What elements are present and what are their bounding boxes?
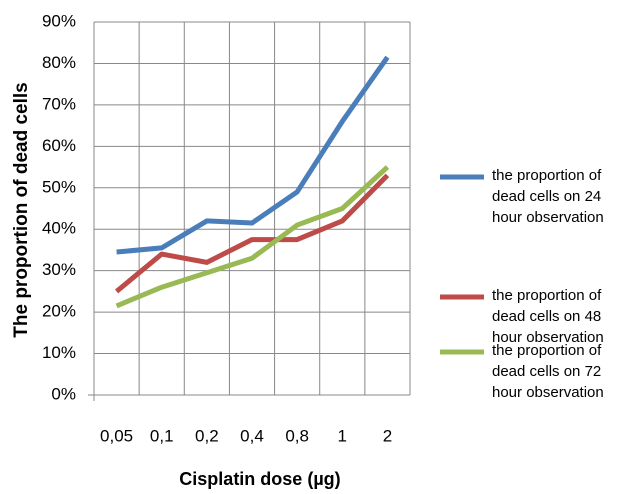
x-tick-label: 0,4 [240, 426, 264, 445]
y-tick-label: 30% [42, 260, 76, 279]
y-tick-label: 80% [42, 53, 76, 72]
y-tick-label: 20% [42, 302, 76, 321]
y-tick-label: 90% [42, 11, 76, 30]
x-tick-label: 0,1 [150, 426, 174, 445]
series-line [114, 173, 390, 294]
y-tick-label: 10% [42, 343, 76, 362]
x-tick-label: 0,05 [100, 426, 133, 445]
legend-label: the proportion of dead cells on 24 hour … [492, 167, 604, 226]
y-tick-label: 70% [42, 94, 76, 113]
x-axis-label: Cisplatin dose (µg) [179, 469, 340, 489]
legend-label: the proportion of dead cells on 48 hour … [492, 287, 604, 346]
x-tick-label: 1 [338, 426, 347, 445]
y-axis-label: The proportion of dead cells [11, 82, 32, 337]
series-line [115, 165, 390, 309]
y-tick-label: 40% [42, 219, 76, 238]
series-line [116, 55, 390, 255]
x-tick-label: 2 [383, 426, 392, 445]
x-tick-label: 0,8 [285, 426, 309, 445]
y-tick-label: 0% [51, 384, 76, 403]
y-tick-label: 50% [42, 177, 76, 196]
x-tick-label: 0,2 [195, 426, 219, 445]
legend-label: the proportion of dead cells on 72 hour … [492, 342, 604, 401]
y-tick-label: 60% [42, 136, 76, 155]
